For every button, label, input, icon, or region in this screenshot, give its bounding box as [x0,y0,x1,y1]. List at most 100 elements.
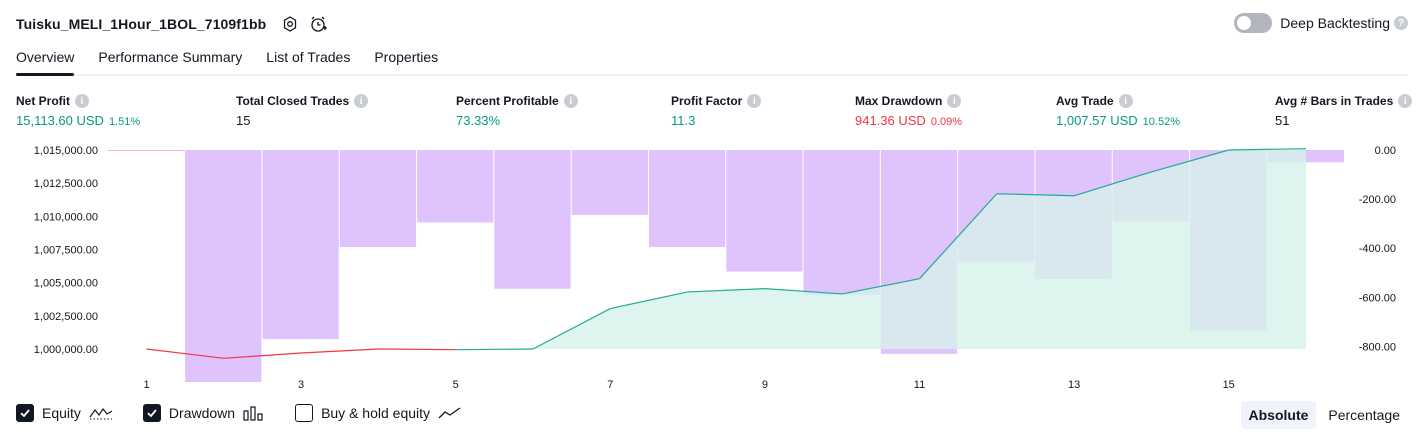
x-tick-label: 9 [762,379,768,391]
stat-max-drawdown: Max Drawdown i 941.36 USD 0.09% [855,94,962,128]
x-axis: 1 3 5 7 9 11 13 15 [143,379,1234,391]
equity-segment [455,348,534,351]
check-icon [142,404,161,422]
tab-list-of-trades[interactable]: List of Trades [266,49,351,65]
buy-hold-checkbox[interactable]: Buy & hold equity [295,404,462,422]
drawdown-bar [494,150,571,289]
toggle-knob [1237,16,1252,30]
x-tick-label: 1 [143,379,149,391]
question-icon[interactable]: i [747,94,762,108]
deep-backtesting-toggle[interactable] [1234,13,1273,33]
percentage-button[interactable]: Percentage [1328,407,1400,423]
deep-backtesting-control: Deep Backtesting ? [1234,13,1408,33]
x-tick-label: 3 [298,379,304,391]
equity-checkbox[interactable]: Equity [16,404,113,422]
equity-segment [919,193,998,280]
x-tick-label: 11 [914,379,925,391]
equity-segment [146,348,224,359]
question-icon[interactable]: i [1398,94,1413,108]
buy-hold-label: Buy & hold equity [321,405,431,421]
settings-icon[interactable] [280,14,300,34]
equity-segment [1228,148,1307,151]
stat-label: Percent Profitable [456,94,559,108]
drawdown-label: Drawdown [168,405,236,421]
left-axis: 1,015,000.00 1,012,500.00 1,010,000.00 1,00… [34,145,98,356]
buy-hold-line-icon [438,406,462,420]
tab-performance-summary[interactable]: Performance Summary [98,49,243,65]
equity-segment [996,193,1075,197]
equity-segment [842,278,920,295]
right-tick-label: -600.00 [1359,292,1396,304]
question-icon[interactable]: i [563,94,578,108]
stat-label: Max Drawdown [855,94,943,108]
checkbox-empty [295,404,314,422]
question-icon[interactable]: i [354,94,369,108]
equity-segment [764,288,843,295]
profit-factor-value: 11.3 [671,113,696,128]
tab-bar: Overview Performance Summary List of Tra… [16,44,1408,76]
drawdown-bar [571,150,648,216]
x-tick-label: 7 [607,379,613,391]
stat-profit-factor: Profit Factor i 11.3 [671,94,762,128]
tab-properties[interactable]: Properties [374,49,439,65]
alert-clock-icon[interactable] [308,14,328,34]
equity-line-icon [89,406,113,420]
left-tick-label: 1,005,000.00 [34,278,98,290]
stat-total-closed-trades: Total Closed Trades i 15 [236,94,369,128]
left-tick-label: 1,000,000.00 [34,344,98,356]
drawdown-bar [417,150,494,223]
strategy-header: Tuisku_MELI_1Hour_1BOL_7109f1bb [16,12,328,36]
question-icon[interactable]: i [947,94,962,108]
tab-overview[interactable]: Overview [16,44,75,76]
right-tick-label: -800.00 [1359,341,1396,353]
display-mode-switch: Absolute Percentage [1237,401,1409,429]
check-icon [16,404,34,422]
question-icon[interactable]: i [75,94,89,108]
x-tick-label: 15 [1223,379,1235,391]
drawdown-bar [185,150,262,383]
stat-percent-profitable: Percent Profitable i 73.33% [456,94,578,128]
equity-fill [146,148,1306,349]
net-profit-value: 15,113.60 USD [16,113,104,128]
avg-trade-pct: 10.52% [1142,116,1180,128]
stat-label: Net Profit [16,94,70,108]
question-icon[interactable]: i [1118,94,1133,108]
left-tick-label: 1,002,500.00 [34,311,98,323]
equity-segment [1073,171,1152,197]
drawdown-bar [648,150,726,247]
stat-avg-bars: Avg # Bars in Trades i 51 [1275,94,1413,128]
right-axis: 0.00 -200.00 -400.00 -600.00 -800.00 [1359,145,1396,353]
max-drawdown-value: 941.36 USD [855,113,926,128]
x-tick-label: 13 [1068,379,1080,391]
equity-drawdown-chart: 1,015,000.00 1,012,500.00 1,010,000.00 1,00… [34,145,1396,391]
equity-segment [378,348,456,351]
avg-bars-value: 51 [1275,113,1290,128]
drawdown-bar [726,150,803,272]
drawdown-bar [262,150,339,340]
drawdown-checkbox[interactable]: Drawdown [142,404,265,422]
equity-segment [301,348,379,354]
drawdown-bars-icon [243,405,265,421]
equity-segment [610,291,688,310]
stat-net-profit: Net Profit i 15,113.60 USD 1.51% [16,94,140,128]
right-tick-label: 0.00 [1375,145,1396,157]
stat-label: Avg # Bars in Trades [1275,94,1394,108]
stat-label: Profit Factor [671,94,743,108]
equity-segment [687,288,765,293]
avg-trade-value: 1,007.57 USD [1056,113,1138,128]
equity-area [146,148,1306,349]
stat-label: Avg Trade [1056,94,1114,108]
chart-legend: Equity Drawdown Buy & hold equity [16,404,492,422]
question-icon[interactable]: ? [1394,16,1408,30]
max-drawdown-pct: 0.09% [930,116,963,128]
drawdown-bar [803,150,880,295]
equity-segment [532,308,611,350]
absolute-button[interactable]: Absolute [1240,401,1317,429]
left-tick-label: 1,010,000.00 [34,211,98,223]
x-tick-label: 5 [453,379,459,391]
net-profit-pct: 1.51% [108,116,141,128]
deep-backtesting-label: Deep Backtesting [1280,15,1390,31]
left-tick-label: 1,007,500.00 [34,245,98,257]
equity-label: Equity [42,405,81,421]
equity-segment [223,352,302,359]
